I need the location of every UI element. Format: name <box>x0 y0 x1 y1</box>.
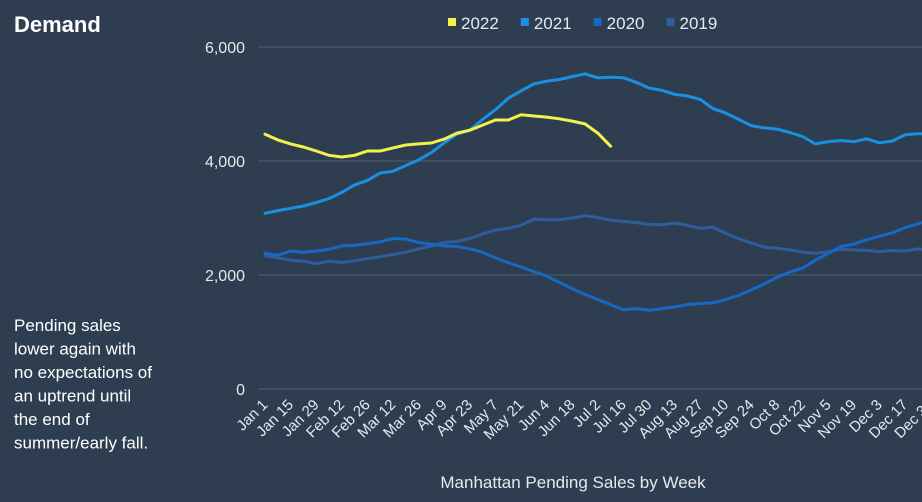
legend-swatch <box>593 18 602 26</box>
y-tick-label: 6,000 <box>205 40 245 57</box>
y-tick-label: 2,000 <box>205 268 245 285</box>
series-line <box>263 214 922 266</box>
legend-item: 2020 <box>593 14 645 33</box>
annotation-line: lower again with <box>14 340 136 359</box>
annotation-line: no expectations of <box>14 363 152 382</box>
legend-item: 2022 <box>448 14 499 33</box>
chart-title: Demand <box>14 12 101 37</box>
series-line <box>263 72 922 215</box>
series-line <box>263 221 922 312</box>
legend-label: 2020 <box>607 14 645 33</box>
annotation-line: summer/early fall. <box>14 434 148 453</box>
legend-label: 2019 <box>679 14 717 33</box>
legend-swatch <box>520 18 529 26</box>
annotation-line: an uptrend until <box>14 387 131 406</box>
legend-item: 2021 <box>520 14 572 33</box>
y-tick-label: 0 <box>236 382 245 399</box>
annotation-line: the end of <box>14 410 90 429</box>
y-tick-label: 4,000 <box>205 154 245 171</box>
legend-label: 2022 <box>461 14 499 33</box>
legend-swatch <box>666 18 675 26</box>
legend-item: 2019 <box>666 14 717 33</box>
annotation-line: Pending sales <box>14 316 121 335</box>
legend-swatch <box>448 18 456 26</box>
series-line <box>263 113 613 159</box>
legend-label: 2021 <box>534 14 572 33</box>
x-axis-label: Manhattan Pending Sales by Week <box>440 473 706 492</box>
